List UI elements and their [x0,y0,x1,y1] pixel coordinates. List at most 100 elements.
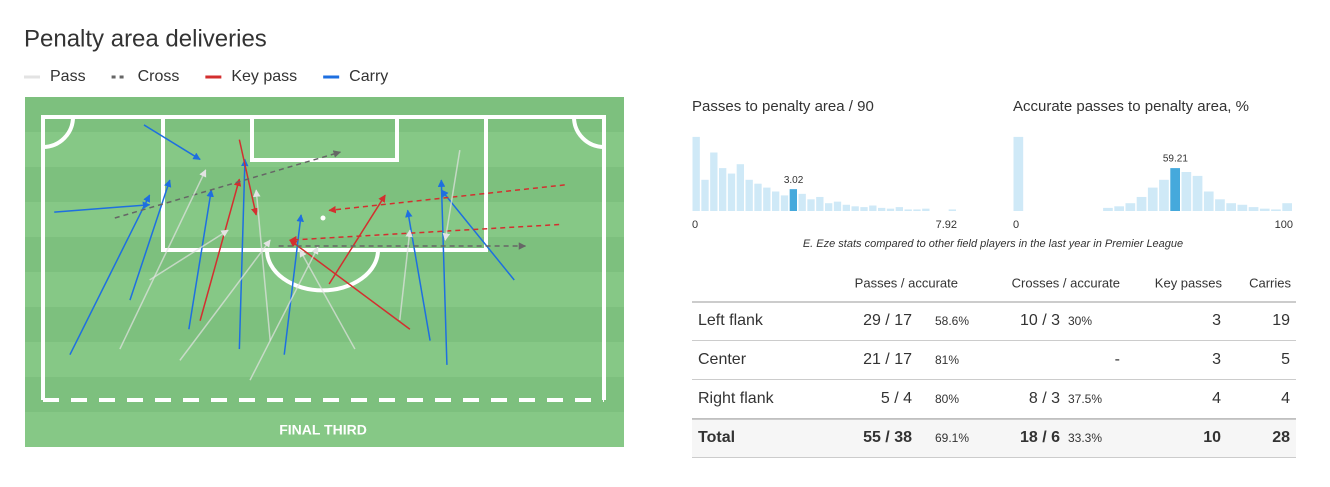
pitch-stripe [25,377,624,412]
cell-carries: 19 [1272,312,1290,329]
histogram-bar [1215,199,1225,211]
histogram-bar [833,201,842,211]
delivery-arrow [289,239,411,330]
x-tick-label: 0 [1013,219,1019,231]
histogram-bar [886,208,895,211]
histogram-bar [701,179,709,211]
delivery-arrow [238,158,249,350]
cell-crosses-pct: 30% [1068,314,1092,328]
histogram-bar [1136,196,1147,211]
histogram-bar [1248,207,1259,211]
cell-key-passes: 3 [1212,351,1221,368]
marker-label: 59.21 [1163,154,1188,165]
row-label: Total [698,429,735,446]
caption: E. Eze stats compared to other field pla… [803,238,1183,250]
x-tick-label: 100 [1275,219,1293,231]
histogram-bar [860,207,868,211]
corner-arc [42,116,75,149]
histogram-bar [772,191,780,211]
histogram-bar [1103,207,1113,211]
legend-label: Cross [138,68,180,85]
cell-passes-pct: 69.1% [935,431,969,445]
histogram-bar [1226,203,1236,211]
cell-crosses-pct: 33.3% [1068,431,1102,445]
cell-passes: 21 / 17 [863,351,912,368]
histogram-bar [1013,136,1024,211]
delivery-arrow [114,150,342,219]
delivery-arrow [54,201,151,213]
pitch-stripe [25,412,624,447]
row-label: Right flank [698,390,775,407]
cell-passes-pct: 81% [935,353,959,367]
delivery-arrow [399,229,413,320]
histogram-bar [913,209,921,211]
delivery-arrow [299,249,356,350]
legend-label: Key pass [231,68,297,85]
pitch-stripe [25,307,624,342]
cell-crosses: - [1115,351,1120,368]
column-header: Carries [1249,275,1291,290]
histogram-title: Passes to penalty area / 90 [692,98,874,115]
row-label: Left flank [698,312,764,329]
cell-passes-pct: 58.6% [935,314,969,328]
histogram-bar [895,207,903,211]
histogram-title: Accurate passes to penalty area, % [1013,98,1249,115]
histogram-bar [798,193,806,211]
histogram-bar [789,189,797,211]
delivery-arrow [143,124,201,161]
histogram-bar [878,207,886,211]
histogram-bar [1181,172,1192,211]
x-tick-label: 7.92 [936,219,957,231]
cell-passes: 5 / 4 [881,390,912,407]
histogram-bar [904,209,912,211]
histogram-bar [1259,208,1270,211]
histogram-bar [1170,168,1180,211]
penalty-spot [320,215,326,221]
delivery-arrow [129,179,172,301]
histogram-bar [922,208,930,211]
histogram-bar [736,164,744,211]
histogram-bar [1271,209,1281,211]
delivery-arrow [328,184,565,214]
histogram-bar [692,136,700,211]
column-header: Crosses / accurate [1012,275,1120,290]
histogram-bar [851,206,859,211]
delivery-arrow [179,239,271,361]
cell-key-passes: 10 [1203,429,1221,446]
cell-passes: 29 / 17 [863,312,912,329]
cell-passes: 55 / 38 [863,429,912,446]
histogram-bar [869,205,877,211]
cell-carries: 28 [1272,429,1290,446]
delivery-arrow [188,189,214,330]
delivery-arrow [283,214,304,355]
histogram-bar [948,209,956,211]
cell-passes-pct: 80% [935,392,959,406]
delivery-arrow [119,169,207,350]
histogram-bar [780,195,789,211]
histogram-bar [719,168,727,211]
pitch-stripe [25,342,624,377]
delivery-arrow [199,178,242,321]
histogram-bar [727,173,736,211]
cell-key-passes: 4 [1212,390,1221,407]
histogram-bar [1159,179,1169,211]
histogram-bar [807,199,815,211]
histogram-bar [763,187,771,211]
histogram-bar [1147,187,1158,211]
legend-label: Carry [349,68,388,85]
histogram-bar [816,196,824,211]
histogram-bar [710,152,718,211]
corner-arc [572,116,605,149]
delivery-arrow [328,194,386,285]
cell-carries: 5 [1281,351,1290,368]
histogram-bar [1125,203,1136,211]
histogram-bar [842,204,850,211]
cell-key-passes: 3 [1212,312,1221,329]
delivery-arrow [253,189,271,341]
x-tick-label: 0 [692,219,698,231]
column-header: Passes / accurate [855,275,958,290]
title: Penalty area deliveries [24,25,267,52]
cell-crosses: 18 / 6 [1020,429,1060,446]
legend-label: Pass [50,68,86,85]
